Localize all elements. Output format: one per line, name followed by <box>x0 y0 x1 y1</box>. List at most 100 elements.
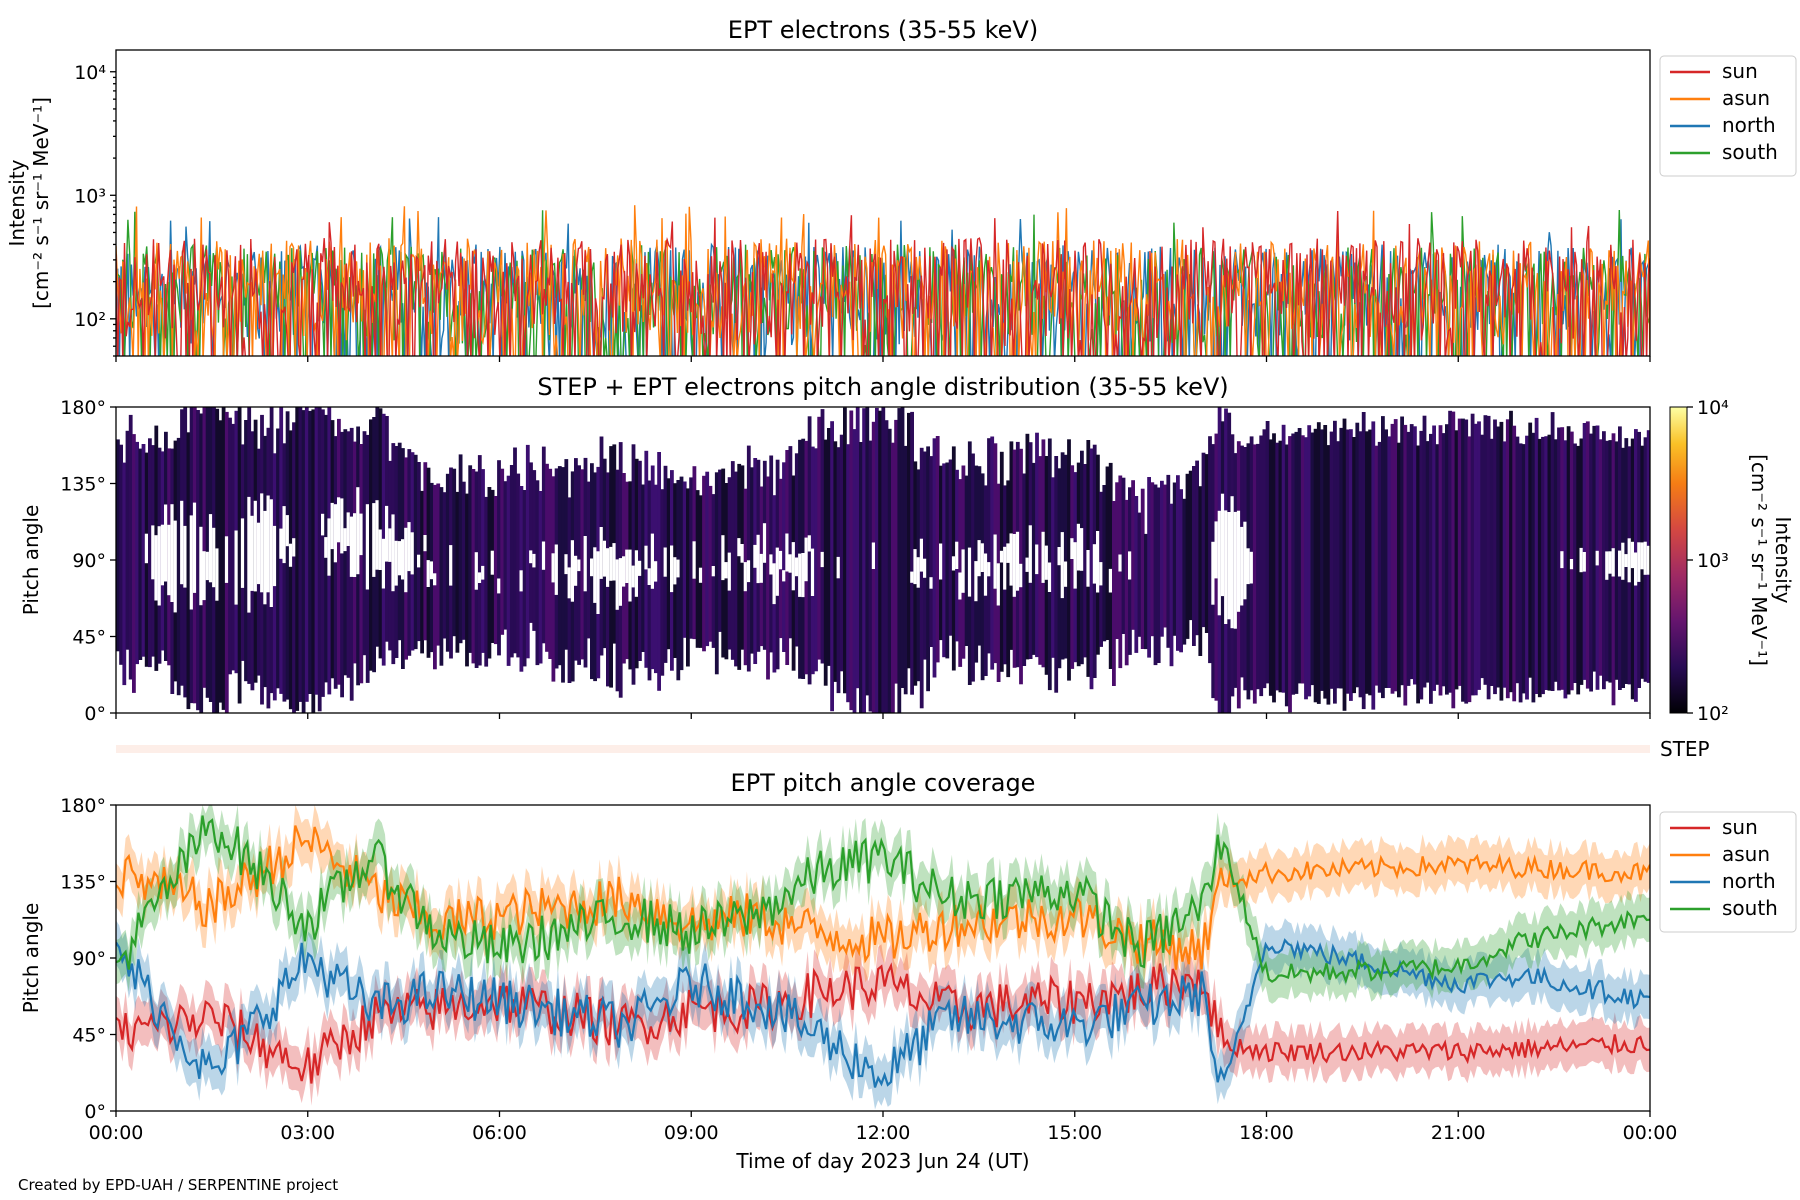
heatmap-column <box>887 428 892 713</box>
heatmap-column <box>1598 439 1603 676</box>
x-tick-label: 21:00 <box>1431 1122 1486 1144</box>
heatmap-column <box>1336 441 1340 689</box>
heatmap-column <box>964 475 969 646</box>
heatmap-column <box>990 436 995 670</box>
heatmap-gap <box>638 560 642 576</box>
heatmap-column <box>1387 436 1392 688</box>
heatmap-gap <box>1073 542 1078 589</box>
heatmap-gap <box>590 558 594 577</box>
heatmap-column <box>1438 425 1443 696</box>
heatmap-gap <box>340 498 344 554</box>
heatmap-gap <box>170 504 175 602</box>
heatmap-column <box>1365 431 1369 694</box>
heatmap-column <box>641 484 645 652</box>
heatmap-gap <box>157 526 162 606</box>
heatmap-gap <box>1028 525 1033 583</box>
y-tick-label: 180° <box>60 795 106 817</box>
legend-box <box>1659 55 1797 177</box>
heatmap-column <box>1352 437 1356 694</box>
heatmap-gap <box>272 525 277 587</box>
heatmap-gap <box>250 515 255 591</box>
heatmap-column <box>1429 433 1433 704</box>
heatmap-column <box>1172 482 1177 636</box>
heatmap-column <box>1121 477 1126 634</box>
heatmap-column <box>529 462 533 623</box>
heatmap-column <box>128 414 133 680</box>
heatmap-gap <box>189 515 194 610</box>
heatmap-gap <box>385 505 389 562</box>
heatmap-gap <box>1044 545 1049 580</box>
heatmap-column <box>737 463 742 670</box>
heatmap-column <box>900 407 905 688</box>
heatmap-gap <box>247 496 252 613</box>
heatmap-gap <box>532 553 537 568</box>
heatmap-column <box>481 469 485 653</box>
heatmap-gap <box>401 539 405 580</box>
heatmap-column <box>1124 499 1129 666</box>
heatmap-column <box>176 437 181 696</box>
heatmap-column <box>1134 496 1139 653</box>
heatmap-gap <box>1015 531 1020 591</box>
heatmap-gap <box>529 550 533 564</box>
heatmap-column <box>1131 480 1135 630</box>
y-tick-label: 10² <box>74 309 106 331</box>
heatmap-gap <box>333 504 338 563</box>
heatmap-column <box>1585 421 1590 689</box>
heatmap-gap <box>769 554 774 575</box>
step-strip-label: STEP <box>1660 737 1710 761</box>
heatmap-column <box>545 463 549 652</box>
heatmap-column <box>929 456 934 647</box>
series-line-sun <box>116 210 1650 356</box>
heatmap-gap <box>1099 562 1103 586</box>
heatmap-gap <box>574 555 578 586</box>
heatmap-column <box>1397 442 1401 698</box>
colorbar-ticks: 10² 10³ 10⁴ <box>1687 397 1729 725</box>
heatmap-gap <box>951 556 956 571</box>
heatmap-gap <box>650 533 655 589</box>
heatmap-column <box>308 410 312 694</box>
heatmap-column <box>1483 415 1488 685</box>
heatmap-gap <box>615 559 620 610</box>
heatmap-gap <box>791 542 796 591</box>
panel-coverage: EPT pitch angle coverage 0° 45° 90° 135° 180… <box>19 769 1797 1173</box>
heatmap-column <box>346 431 351 678</box>
panel4-title: EPT pitch angle coverage <box>731 769 1036 797</box>
heatmap-gap <box>253 500 258 592</box>
heatmap-gap <box>564 554 569 575</box>
legend-label-north: north <box>1722 113 1776 137</box>
heatmap-gap <box>782 570 786 582</box>
step-strip-bar <box>116 745 1650 753</box>
heatmap-column <box>369 419 373 671</box>
heatmap-gap <box>423 535 428 552</box>
heatmap-column <box>1486 415 1491 700</box>
heatmap-column <box>1208 436 1212 664</box>
heatmap-column <box>1057 468 1062 669</box>
heatmap-column <box>1176 475 1180 651</box>
heatmap-gap <box>1086 550 1091 587</box>
heatmap-column <box>1457 418 1462 686</box>
heatmap-gap <box>1579 547 1584 573</box>
heatmap-gap <box>1624 554 1629 567</box>
heatmap-column <box>676 480 681 681</box>
heatmap-gap <box>577 559 581 572</box>
heatmap-gap <box>692 541 697 579</box>
heatmap-column <box>580 469 585 660</box>
heatmap-gap <box>1621 542 1625 580</box>
heatmap-gap <box>1047 562 1052 592</box>
heatmap-gap <box>737 538 742 557</box>
heatmap-column <box>1435 444 1440 685</box>
heatmap-column <box>1185 473 1190 639</box>
heatmap-gap <box>759 553 764 583</box>
heatmap-gap <box>282 506 287 564</box>
heatmap-gap <box>721 535 726 581</box>
heatmap-column <box>1377 441 1382 693</box>
heatmap-column <box>1166 474 1171 648</box>
heatmap-gap <box>1236 510 1241 612</box>
heatmap-column <box>1326 445 1331 705</box>
y-tick-label: 180° <box>60 397 106 419</box>
heatmap-column <box>468 465 473 653</box>
heatmap-column <box>317 407 322 712</box>
heatmap-column <box>859 442 863 713</box>
heatmap-column <box>1566 426 1571 695</box>
heatmap-gap <box>404 527 408 593</box>
